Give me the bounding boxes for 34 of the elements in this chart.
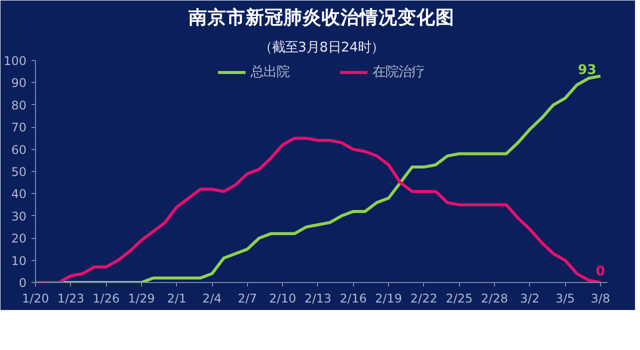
- y-tick-label: 50: [11, 165, 27, 179]
- chart-subtitle: （截至3月8日24时）: [259, 40, 384, 56]
- data-label: 93: [578, 63, 596, 78]
- data-label: 0: [596, 264, 606, 280]
- y-tick-label: 30: [11, 209, 27, 224]
- x-tick-label: 2/4: [202, 292, 222, 306]
- legend-label: 总出院: [250, 64, 290, 81]
- y-tick-label: 100: [4, 54, 26, 68]
- x-tick-label: 2/28: [481, 292, 508, 306]
- y-tick-label: 70: [11, 120, 27, 135]
- x-tick-label: 2/25: [446, 292, 473, 306]
- x-tick-label: 2/7: [238, 292, 258, 306]
- x-tick-label: 2/10: [269, 292, 296, 306]
- y-tick-label: 40: [11, 187, 27, 202]
- x-tick-label: 3/2: [520, 292, 540, 306]
- x-tick-label: 1/20: [22, 292, 49, 306]
- legend-label: 在院治疗: [372, 64, 424, 81]
- chart-title: 南京市新冠肺炎收治情况变化图: [188, 6, 454, 28]
- y-tick-label: 10: [11, 254, 27, 268]
- x-tick-label: 2/1: [167, 292, 186, 306]
- x-tick-label: 1/29: [128, 292, 155, 306]
- x-tick-label: 3/8: [590, 292, 610, 306]
- y-tick-label: 20: [11, 232, 27, 246]
- x-tick-label: 3/5: [555, 292, 575, 306]
- y-tick-label: 60: [11, 142, 27, 157]
- x-tick-label: 2/16: [340, 292, 367, 306]
- y-tick-label: 0: [18, 276, 27, 290]
- x-tick-label: 2/13: [304, 292, 332, 306]
- y-tick-label: 90: [11, 76, 27, 90]
- y-tick-label: 80: [11, 98, 27, 112]
- x-tick-label: 1/26: [92, 292, 120, 306]
- x-tick-label: 2/22: [410, 292, 438, 306]
- x-tick-label: 2/19: [375, 292, 402, 306]
- x-tick-label: 1/23: [57, 292, 84, 306]
